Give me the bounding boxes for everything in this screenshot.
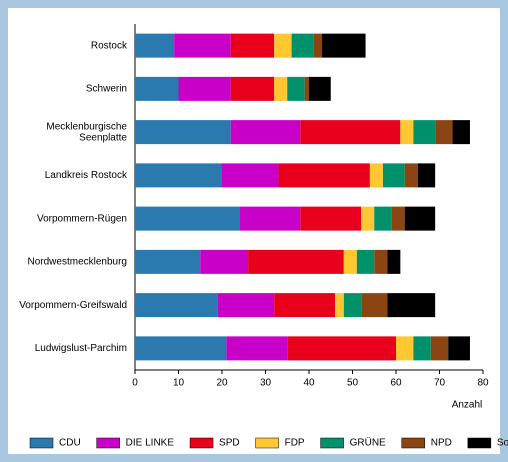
bar-segment	[135, 293, 218, 318]
x-tick-label: 0	[132, 378, 138, 389]
legend-label: DIE LINKE	[126, 438, 175, 449]
bar-segment	[226, 336, 288, 361]
bar-segment	[452, 120, 470, 145]
bar-segment	[374, 206, 392, 231]
bar-segment	[361, 293, 388, 318]
bar-segment	[135, 249, 201, 274]
x-tick-label: 10	[173, 378, 185, 389]
bar-segment	[178, 76, 231, 101]
legend-swatch	[96, 437, 120, 449]
bar-segment	[304, 76, 309, 101]
chart-background	[8, 8, 500, 454]
bar-segment	[356, 249, 375, 274]
bar-segment	[413, 336, 431, 361]
bar-segment	[248, 249, 344, 274]
legend-label: NPD	[431, 438, 452, 449]
bar-segment	[382, 163, 405, 188]
bar-segment	[135, 120, 231, 145]
bar-segment	[287, 76, 305, 101]
x-tick-label: 30	[260, 378, 272, 389]
legend-swatch	[401, 437, 425, 449]
legend-swatch	[467, 437, 492, 449]
legend-swatch	[189, 437, 214, 449]
x-tick-label: 40	[303, 378, 315, 389]
legend-swatch	[320, 437, 344, 449]
legend-swatch	[29, 437, 54, 449]
legend-label: GRÜNE	[350, 437, 386, 449]
bar-segment	[413, 120, 436, 145]
y-tick-label: Mecklenburgische Seenplatte	[46, 121, 127, 143]
bar-segment	[369, 163, 383, 188]
legend-label: CDU	[59, 438, 81, 449]
bar-segment	[300, 206, 362, 231]
bar-segment	[309, 76, 331, 101]
bar-segment	[200, 249, 249, 274]
bar-segment	[222, 163, 279, 188]
bar-segment	[217, 293, 275, 318]
bar-segment	[400, 120, 414, 145]
bar-segment	[404, 206, 436, 231]
bar-segment	[135, 76, 179, 101]
bar-segment	[135, 336, 227, 361]
bar-segment	[174, 33, 231, 58]
bar-segment	[430, 336, 449, 361]
y-tick-label: Landkreis Rostock	[45, 170, 128, 181]
x-tick-label: 20	[216, 378, 228, 389]
bar-segment	[322, 33, 366, 58]
bar-segment	[278, 163, 370, 188]
bar-segment	[404, 163, 418, 188]
bar-segment	[396, 336, 414, 361]
bar-segment	[435, 120, 453, 145]
bar-segment	[135, 33, 175, 58]
bar-segment	[335, 293, 344, 318]
bar-segment	[387, 249, 401, 274]
bar-segment	[343, 249, 357, 274]
bar-segment	[274, 293, 336, 318]
bar-segment	[387, 293, 436, 318]
bar-segment	[361, 206, 375, 231]
x-tick-label: 80	[477, 378, 489, 389]
x-tick-label: 60	[390, 378, 402, 389]
bar-segment	[291, 33, 314, 58]
bar-segment	[135, 206, 240, 231]
y-tick-label: Schwerin	[86, 84, 127, 95]
legend-label: SPD	[219, 438, 240, 449]
bar-segment	[391, 206, 405, 231]
x-tick-label: 50	[347, 378, 359, 389]
y-tick-label: Vorpommern-Greifswald	[19, 300, 127, 311]
bar-segment	[274, 33, 292, 58]
bar-segment	[230, 33, 275, 58]
bar-segment	[313, 33, 323, 58]
x-tick-label: 70	[434, 378, 446, 389]
y-tick-label: Rostock	[91, 40, 128, 51]
bar-segment	[417, 163, 436, 188]
bar-segment	[230, 120, 301, 145]
bar-segment	[239, 206, 301, 231]
legend-label: Sonstige	[497, 438, 508, 449]
legend-swatch	[255, 437, 279, 449]
bar-segment	[343, 293, 362, 318]
x-axis-label: Anzahl	[452, 400, 483, 411]
bar-segment	[274, 76, 288, 101]
bar-segment	[374, 249, 388, 274]
bar-segment	[448, 336, 470, 361]
y-tick-label: Ludwigslust-Parchim	[35, 343, 127, 354]
bar-segment	[300, 120, 401, 145]
bar-segment	[135, 163, 222, 188]
bar-segment	[287, 336, 396, 361]
y-tick-label: Nordwestmecklenburg	[28, 257, 128, 268]
bar-segment	[230, 76, 275, 101]
legend-label: FDP	[285, 438, 305, 449]
y-tick-label: Vorpommern-Rügen	[37, 213, 127, 224]
